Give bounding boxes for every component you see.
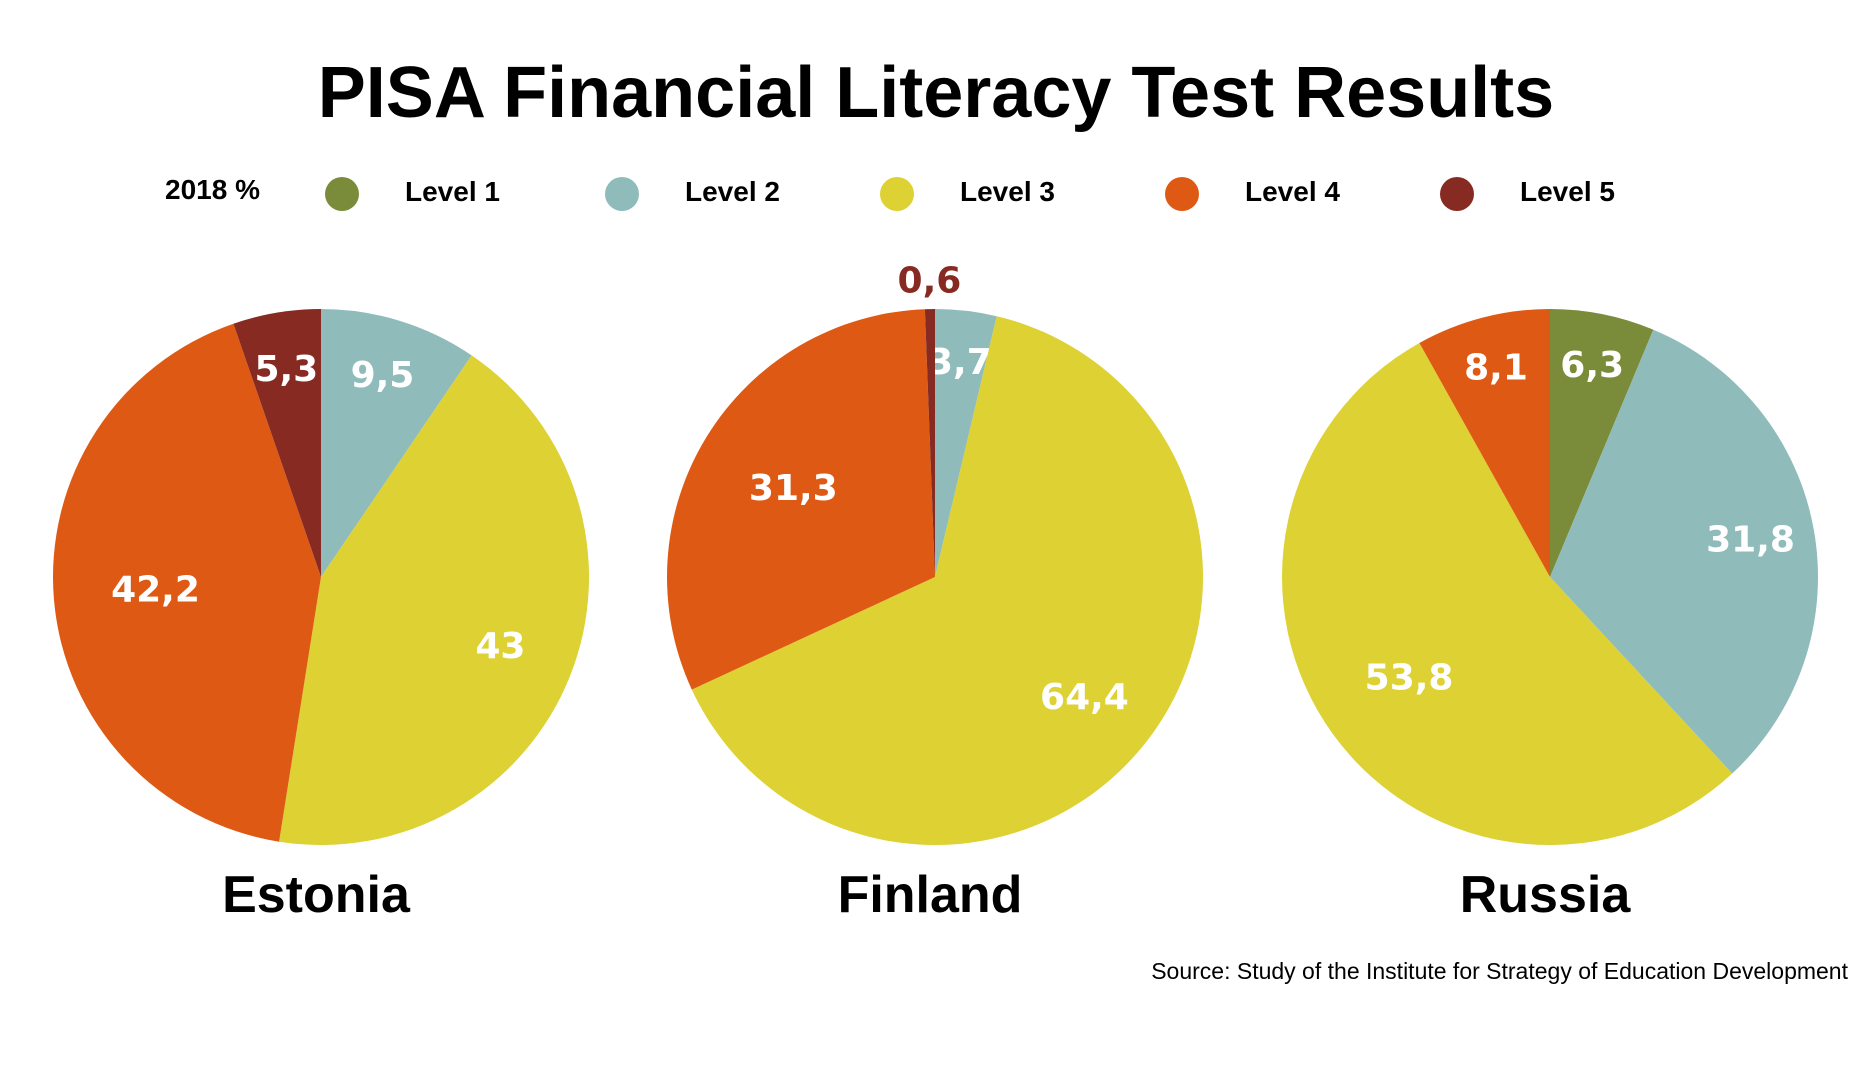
source-note: Source: Study of the Institute for Strat…	[1151, 958, 1848, 984]
pie-slice-estonia-level-3	[279, 355, 589, 845]
data-label-estonia-level-2: 9,5	[351, 355, 415, 396]
pie-slice-russia-level-3	[1282, 342, 1733, 845]
legend-label-level-4: Level 4	[1245, 176, 1340, 207]
pie-chart-finland: 3,7 64,4 31,3 0,6 Finland	[667, 260, 1204, 924]
data-label-russia-level-4: 8,1	[1464, 348, 1528, 389]
legend-swatch-level-1	[325, 177, 359, 211]
pie-slice-finland-level-3	[691, 316, 1204, 845]
legend-label-level-2: Level 2	[685, 176, 780, 207]
data-label-estonia-level-4: 42,2	[111, 570, 200, 611]
country-label-russia: Russia	[1460, 866, 1632, 924]
legend-swatch-level-2	[605, 177, 639, 211]
pie-slice-estonia-level-5	[233, 309, 321, 577]
legend-swatch-level-5	[1440, 177, 1474, 211]
legend-swatch-level-4	[1165, 177, 1199, 211]
data-label-estonia-level-3: 43	[475, 626, 525, 667]
chart-title: PISA Financial Literacy Test Results	[317, 53, 1555, 133]
pie-slice-estonia-level-2	[321, 309, 472, 577]
country-label-estonia: Estonia	[222, 866, 411, 924]
data-label-finland-level-5: 0,6	[898, 260, 962, 301]
data-label-russia-level-2: 31,8	[1706, 519, 1795, 560]
pie-slice-russia-level-4	[1419, 309, 1550, 577]
pie-slice-finland-level-5	[924, 309, 935, 577]
pie-chart-estonia: 9,5 43 42,2 5,3 Estonia	[52, 309, 589, 924]
data-label-estonia-level-5: 5,3	[254, 349, 318, 390]
legend-year-label: 2018 %	[165, 174, 260, 205]
legend-swatch-level-3	[880, 177, 914, 211]
legend-label-level-3: Level 3	[960, 176, 1055, 207]
country-label-finland: Finland	[838, 866, 1023, 924]
data-label-russia-level-1: 6,3	[1560, 345, 1624, 386]
pie-slice-estonia-level-4	[52, 323, 321, 842]
pie-chart-russia: 6,3 31,8 53,8 8,1 Russia	[1282, 309, 1818, 924]
legend: 2018 % Level 1 Level 2 Level 3 Level 4 L…	[0, 168, 1872, 218]
data-label-finland-level-4: 31,3	[749, 468, 838, 509]
pie-slice-finland-level-4	[667, 309, 935, 690]
pie-slice-russia-level-1	[1550, 309, 1654, 577]
data-label-finland-level-3: 64,4	[1040, 677, 1129, 718]
data-label-russia-level-3: 53,8	[1365, 657, 1454, 698]
legend-label-level-5: Level 5	[1520, 176, 1615, 207]
legend-label-level-1: Level 1	[405, 176, 500, 207]
data-label-finland-level-2: 3,7	[928, 342, 992, 383]
pie-slice-finland-level-2	[935, 309, 997, 577]
pie-slice-russia-level-2	[1550, 329, 1818, 774]
